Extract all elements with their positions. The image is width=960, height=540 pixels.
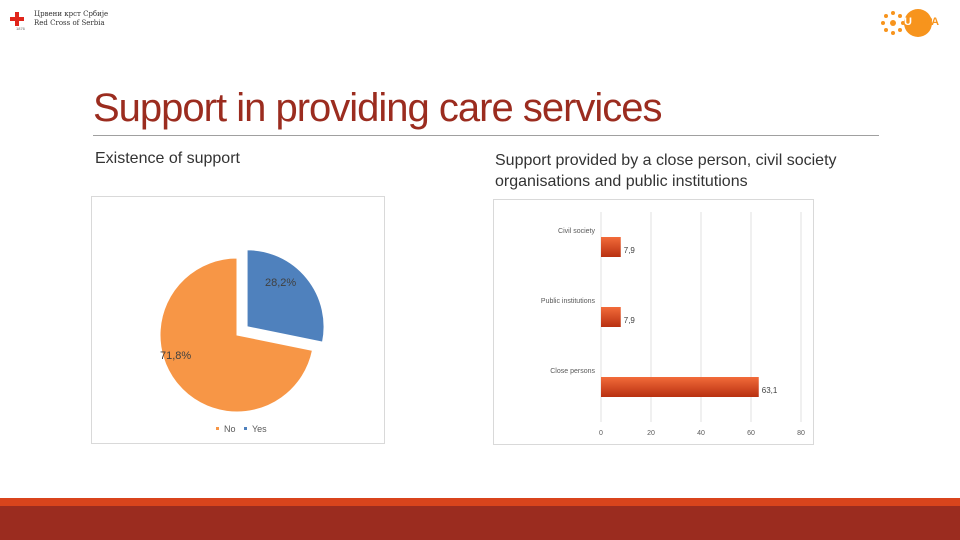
- legend-swatch-no: [216, 427, 219, 430]
- unfpa-text: UNFPA: [904, 16, 939, 28]
- pie-slice-no: [159, 257, 314, 413]
- logo-line-2: Red Cross of Serbia: [34, 19, 105, 27]
- logo-line-1: Црвени крст Србије: [34, 10, 109, 18]
- logo-year: 1876: [16, 26, 25, 31]
- right-subtitle: Support provided by a close person, civi…: [495, 152, 837, 190]
- footer-accent-band: [0, 498, 960, 506]
- title-divider: [93, 135, 879, 136]
- pie-label-yes: 28,2%: [265, 277, 296, 289]
- category-label: Civil society: [558, 228, 595, 235]
- pie-label-no: 71,8%: [160, 350, 191, 362]
- category-label: Public institutions: [541, 298, 596, 305]
- page-title: Support in providing care services: [93, 86, 663, 130]
- x-tick-label: 0: [599, 430, 603, 437]
- red-cross-serbia-logo: Црвени крст Србије Red Cross of Serbia 1…: [8, 8, 108, 34]
- footer-bar: [0, 506, 960, 540]
- unfpa-circle: [904, 9, 932, 37]
- pie-chart-panel: 28,2% 71,8% No Yes: [91, 196, 385, 444]
- left-subtitle: Existence of support: [95, 150, 240, 167]
- bar-chart-panel: 0 20 40 60 80 Civil society 7,9 Public institut…: [493, 199, 814, 445]
- bar-civil-society: [601, 237, 621, 257]
- bar-close-persons: [601, 377, 759, 397]
- bar-public-institutions: [601, 307, 621, 327]
- legend-item-no: No: [216, 424, 236, 434]
- legend-label-yes: Yes: [252, 424, 267, 434]
- category-label: Close persons: [550, 368, 595, 375]
- x-tick-label: 40: [697, 430, 705, 437]
- unfpa-emblem-icon: [881, 11, 905, 35]
- legend-item-yes: Yes: [244, 424, 267, 434]
- legend-swatch-yes: [244, 427, 247, 430]
- value-label: 7,9: [624, 246, 636, 255]
- x-tick-label: 80: [797, 430, 805, 437]
- x-tick-label: 20: [647, 430, 655, 437]
- value-label: 63,1: [762, 386, 778, 395]
- legend-label-no: No: [224, 424, 236, 434]
- value-label: 7,9: [624, 316, 636, 325]
- pie-slice-yes: [246, 249, 325, 343]
- unfpa-logo: UNFPA: [880, 6, 950, 40]
- red-cross-icon: [10, 12, 24, 26]
- x-tick-label: 60: [747, 430, 755, 437]
- bar-chart: 0 20 40 60 80 Civil society 7,9 Public institut…: [541, 212, 805, 437]
- pie-chart: 28,2% 71,8% No Yes: [159, 249, 325, 434]
